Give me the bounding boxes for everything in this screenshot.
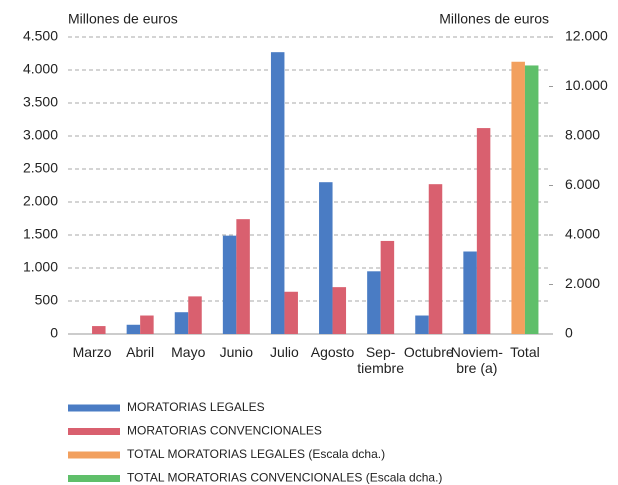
y-tick-label: 500 <box>35 292 59 308</box>
y2-tick-label: 0 <box>565 325 573 341</box>
bar <box>463 251 477 334</box>
bar <box>222 235 237 334</box>
y2-tick-label: 8.000 <box>565 127 600 143</box>
y-tick-label: 3.500 <box>23 94 58 110</box>
bar <box>511 61 525 334</box>
x-tick-label: Noviem- bre (a) <box>450 344 503 376</box>
x-tick-label: Total <box>510 344 540 360</box>
legend-swatch <box>68 475 120 482</box>
x-tick-label: Mayo <box>171 344 206 360</box>
x-tick-label: Marzo <box>72 344 112 360</box>
x-tick-label: Junio <box>219 344 254 360</box>
x-tick-label: Julio <box>270 344 299 360</box>
y2-tick-label: 6.000 <box>565 176 600 192</box>
bar <box>476 128 491 334</box>
bar <box>92 326 106 334</box>
bar <box>284 291 298 334</box>
x-tick-label: Octubre <box>403 344 454 360</box>
y2-tick-label: 12.000 <box>565 28 608 44</box>
y-tick-label: 0 <box>50 325 58 341</box>
legend-label: MORATORIAS LEGALES <box>127 400 265 414</box>
legend-swatch <box>68 428 120 435</box>
legend-label: TOTAL MORATORIAS LEGALES (Escala dcha.) <box>127 447 385 461</box>
bar <box>415 315 429 334</box>
y-tick-label: 3.000 <box>23 127 58 143</box>
y-tick-label: 1.500 <box>23 226 58 242</box>
legend-label: TOTAL MORATORIAS CONVENCIONALES (Escala … <box>127 471 442 485</box>
x-tick-label: Sep- tiembre <box>357 344 404 376</box>
y2-tick-label: 2.000 <box>565 275 600 291</box>
bar <box>270 52 285 335</box>
y-tick-label: 4.000 <box>23 61 58 77</box>
bar <box>236 219 250 334</box>
bar <box>524 65 539 335</box>
bar <box>367 271 381 334</box>
y-tick-label: 2.500 <box>23 160 58 176</box>
bar <box>380 240 395 334</box>
legend-swatch <box>68 404 120 412</box>
bar <box>319 182 333 334</box>
x-tick-label: Agosto <box>310 344 355 360</box>
y-axis-label: Millones de euros <box>68 11 178 27</box>
y-tick-label: 1.000 <box>23 259 58 275</box>
bar <box>428 184 443 334</box>
bar <box>188 296 202 334</box>
legend-label: MORATORIAS CONVENCIONALES <box>127 424 322 438</box>
y2-tick-label: 10.000 <box>565 77 608 93</box>
x-tick-label: Abril <box>126 344 155 360</box>
y-tick-label: 2.000 <box>23 193 58 209</box>
bar <box>332 287 347 334</box>
bar <box>140 315 154 334</box>
y2-tick-label: 4.000 <box>565 226 600 242</box>
bar <box>174 312 189 334</box>
legend-swatch <box>68 451 120 459</box>
y2-axis-label: Millones de euros <box>439 11 549 27</box>
bar <box>126 324 141 334</box>
y-tick-label: 4.500 <box>23 28 58 44</box>
